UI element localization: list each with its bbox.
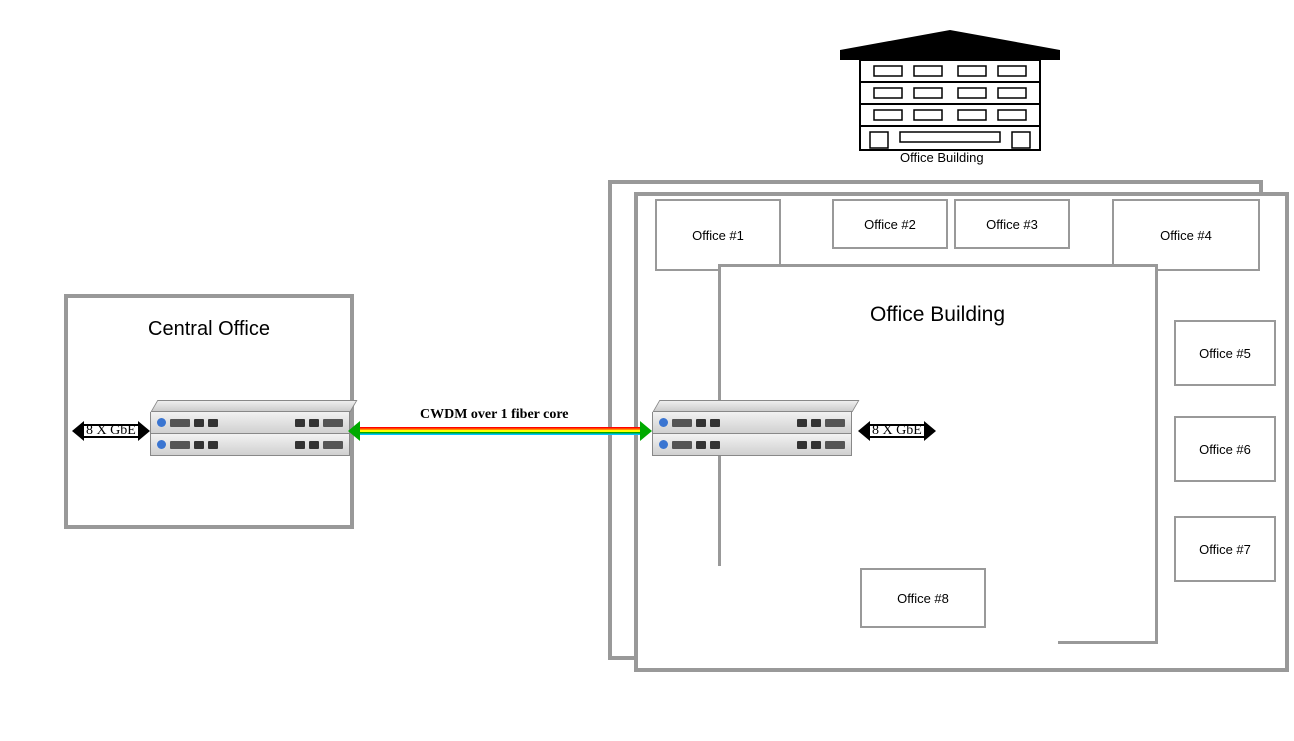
office-building-caption: Office Building [900,150,984,165]
office-8-cell: Office #8 [860,568,986,628]
office-4-label: Office #4 [1160,228,1212,243]
office-1-label: Office #1 [692,228,744,243]
central-office-gbe-arrow: 8 X GbE [72,421,150,441]
office-4-cell: Office #4 [1112,199,1260,271]
office-8-label: Office #8 [897,591,949,606]
office-5-cell: Office #5 [1174,320,1276,386]
floorplan-chassis-icon [652,400,852,460]
central-office-title: Central Office [68,318,350,341]
office-1-cell: Office #1 [655,199,781,271]
office-2-label: Office #2 [864,217,916,232]
floorplan-gbe-arrow: 8 X GbE [858,421,936,441]
cwdm-fiber-link-icon [360,427,640,435]
office-7-cell: Office #7 [1174,516,1276,582]
central-office-gbe-label: 8 X GbE [86,423,136,439]
office-6-cell: Office #6 [1174,416,1276,482]
cwdm-fiber-label: CWDM over 1 fiber core [420,407,569,423]
central-office-chassis-icon [150,400,350,460]
office-5-label: Office #5 [1199,346,1251,361]
office-3-label: Office #3 [986,217,1038,232]
floorplan-title: Office Building [870,303,1005,327]
office-6-label: Office #6 [1199,442,1251,457]
office-3-cell: Office #3 [954,199,1070,249]
office-building-icon [840,20,1060,154]
floorplan-gbe-label: 8 X GbE [872,423,922,439]
office-2-cell: Office #2 [832,199,948,249]
office-7-label: Office #7 [1199,542,1251,557]
floorplan-inner-wall-2 [1058,264,1158,644]
